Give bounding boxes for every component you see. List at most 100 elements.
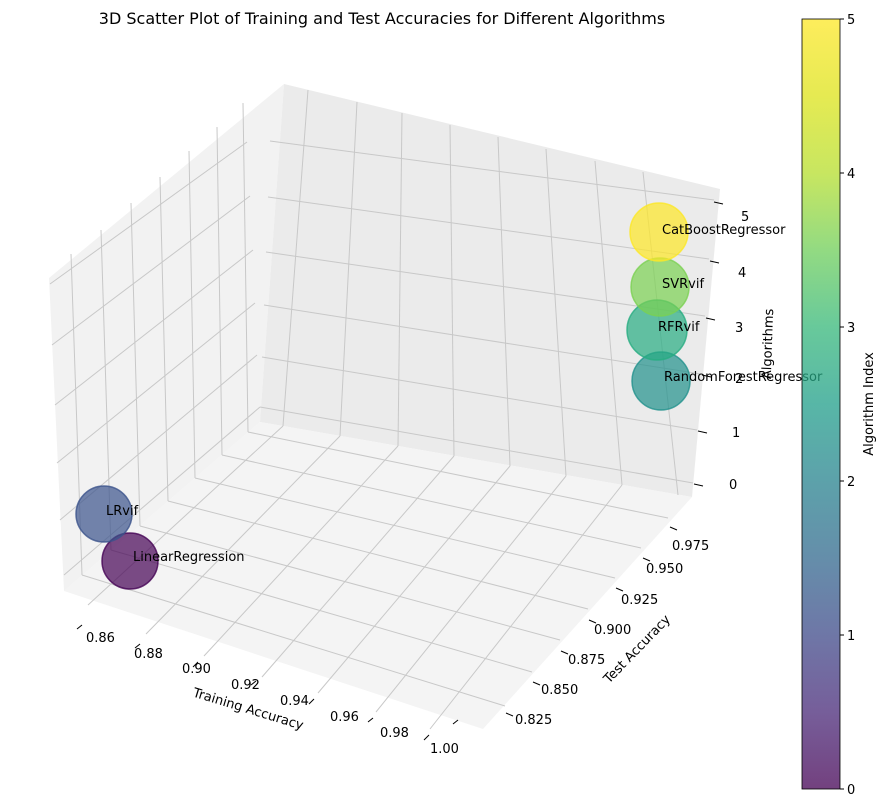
grid-y — [247, 431, 669, 519]
x-tick-labels: 0.86 0.88 0.90 0.92 0.94 0.96 0.98 1.00 — [86, 631, 459, 757]
grid-x — [397, 112, 403, 447]
point-label: SVRvif — [662, 277, 704, 292]
grid-x — [497, 136, 511, 467]
floor-pane — [64, 422, 692, 729]
grid-x — [203, 445, 399, 657]
y-tick-mark — [588, 619, 597, 624]
colorbar-label: Algorithm Index — [862, 352, 877, 456]
left-pane — [49, 84, 284, 591]
grid-x — [449, 124, 455, 457]
colorbar-frame — [801, 18, 841, 790]
z-tick-mark — [693, 483, 704, 487]
y-tick-label: 0.925 — [621, 593, 658, 608]
z-tick-label: 0 — [729, 478, 737, 493]
point-label: LinearRegression — [133, 550, 245, 565]
x-tick-label: 0.94 — [280, 694, 309, 709]
grid-y — [216, 126, 223, 456]
z-tick-labels: 0 1 2 3 4 5 — [729, 210, 749, 493]
z-tick-mark — [713, 201, 724, 205]
grid-z — [265, 251, 706, 317]
axis-panes — [49, 84, 720, 729]
x-tick-label: 1.00 — [430, 742, 459, 757]
grid-y — [130, 202, 141, 527]
grid-y — [194, 477, 616, 579]
z-tick-mark — [697, 430, 708, 434]
colorbar-gradient — [802, 19, 840, 789]
grid-z — [49, 141, 248, 285]
grid-y — [167, 500, 589, 610]
x-tick-mark — [308, 698, 315, 705]
z-tick-label: 1 — [732, 426, 740, 441]
tick-marks — [76, 201, 724, 741]
colorbar-tick-label: 2 — [847, 475, 855, 490]
grid-x — [145, 435, 341, 635]
x-tick-label: 0.96 — [330, 710, 359, 725]
grid-y — [188, 150, 196, 479]
point-label: CatBoostRegressor — [662, 223, 786, 238]
back-pane — [260, 84, 720, 497]
grid-y — [81, 574, 506, 707]
grid-x — [545, 148, 567, 477]
colorbar-tick-label: 4 — [847, 167, 855, 182]
colorbar-tick-label: 0 — [847, 783, 855, 798]
colorbar-tick-label: 5 — [847, 13, 855, 28]
x-tick-label: 0.92 — [231, 678, 260, 693]
x-tick-label: 0.88 — [134, 647, 163, 662]
z-tick-label: 2 — [735, 372, 743, 387]
grid-x — [339, 101, 358, 437]
grid-z — [51, 195, 251, 346]
grid-x — [429, 484, 623, 730]
z-tick-label: 3 — [735, 321, 743, 336]
y-tick-label: 0.975 — [672, 539, 709, 554]
y-tick-label: 0.875 — [568, 653, 605, 668]
grid-y — [110, 549, 533, 673]
colorbar-tick-label: 1 — [847, 629, 855, 644]
z-axis-label: Algorithms — [760, 308, 777, 379]
y-tick-mark — [615, 587, 624, 592]
x-tick-mark — [250, 680, 257, 686]
y-tick-mark — [532, 681, 541, 686]
grid-x — [282, 89, 309, 427]
z-tick-mark — [701, 374, 712, 378]
x-tick-mark — [423, 734, 430, 741]
x-tick-label: 0.98 — [380, 726, 409, 741]
colorbar-tick-label: 3 — [847, 321, 855, 336]
z-tick-label: 4 — [738, 266, 746, 281]
point-labels: LinearRegression LRvif RandomForestRegre… — [106, 223, 823, 565]
chart-title: 3D Scatter Plot of Training and Test Acc… — [99, 9, 665, 28]
y-tick-label: 0.825 — [515, 713, 552, 728]
colorbar: 0 1 2 3 4 5 Algorithm Index — [801, 13, 877, 798]
x-tick-mark — [192, 661, 199, 668]
y-tick-label: 0.950 — [646, 562, 683, 577]
grid-y — [139, 525, 561, 641]
grid-z — [269, 140, 715, 201]
x-tick-mark — [134, 643, 141, 649]
grid-y — [242, 102, 249, 433]
y-tick-label: 0.850 — [541, 683, 578, 698]
point-catboost-regressor — [629, 202, 689, 262]
grid-y — [159, 176, 169, 502]
data-points — [75, 202, 691, 590]
z-tick-label: 5 — [741, 210, 749, 225]
y-tick-mark — [642, 557, 651, 562]
x-tick-mark — [76, 624, 83, 630]
z-tick-mark — [709, 260, 720, 264]
y-tick-mark — [560, 650, 569, 655]
grid-x — [594, 160, 623, 486]
grid-z — [263, 304, 702, 375]
point-label: LRvif — [106, 504, 139, 519]
y-tick-mark — [505, 712, 514, 717]
point-linear-regression — [101, 532, 159, 590]
grid-y — [221, 454, 642, 549]
y-tick-label: 0.900 — [594, 623, 631, 638]
point-lrvif — [75, 485, 133, 543]
x-tick-mark — [452, 719, 459, 725]
z-tick-mark — [705, 317, 716, 321]
y-tick-labels: 0.825 0.850 0.875 0.900 0.925 0.950 0.97… — [515, 539, 709, 728]
y-tick-mark — [669, 526, 678, 531]
grid-x — [375, 475, 567, 713]
point-label: RFRvif — [658, 320, 700, 335]
grid-x — [317, 465, 511, 694]
x-tick-label: 0.90 — [182, 662, 211, 677]
